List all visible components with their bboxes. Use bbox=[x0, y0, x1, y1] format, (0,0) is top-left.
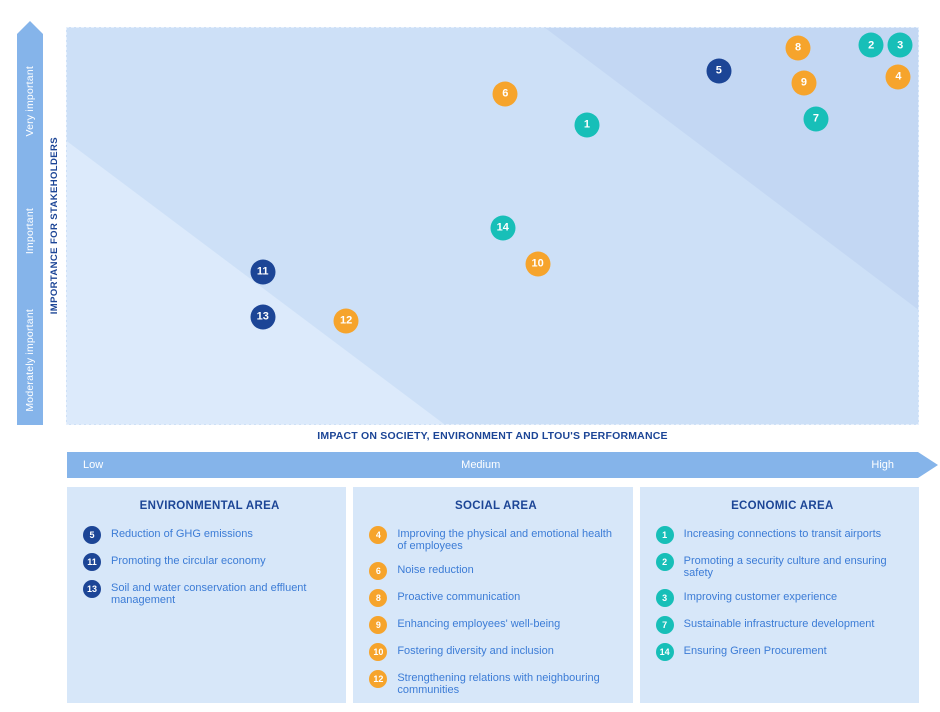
legend-badge-2: 2 bbox=[655, 553, 674, 571]
impact-level-medium: Medium bbox=[461, 459, 501, 471]
legend-item-12: 12 Strengthening relations with neighbour… bbox=[369, 669, 622, 697]
legend-item-11: 11 Promoting the circular economy bbox=[83, 552, 336, 571]
legend-badge-6: 6 bbox=[369, 561, 388, 580]
legend-badge-8: 8 bbox=[369, 588, 388, 607]
impact-level-low: Low bbox=[83, 459, 104, 471]
matrix-point-1: 1 bbox=[574, 112, 600, 138]
impact-level-high: High bbox=[871, 459, 894, 471]
legend-badge-14: 14 bbox=[655, 642, 674, 661]
matrix-point-3: 3 bbox=[887, 32, 913, 58]
legend-item-4: 4 Improving the physical and emotional he… bbox=[369, 525, 622, 553]
legend-badge-10: 10 bbox=[369, 642, 388, 661]
legend-item-3: 3 Improving customer experience bbox=[655, 588, 909, 607]
matrix-point-8: 8 bbox=[785, 35, 811, 61]
legend-title-environmental: ENVIRONMENTAL AREA bbox=[139, 500, 280, 512]
matrix-point-10: 10 bbox=[525, 251, 551, 277]
importance-level-very-important: Very important bbox=[17, 37, 43, 166]
legend-box-social: SOCIAL AREA 4 Improving the physical and … bbox=[353, 487, 633, 703]
legend-item-label: Soil and water conservation and effluent… bbox=[111, 582, 307, 607]
legend-item-label: Promoting the circular economy bbox=[111, 555, 266, 567]
legend-badge-12: 12 bbox=[369, 669, 388, 688]
importance-level-label: Important bbox=[24, 207, 36, 255]
legend-badge-9: 9 bbox=[369, 615, 388, 634]
legend-item-label: Ensuring Green Procurement bbox=[683, 644, 827, 657]
matrix-point-9: 9 bbox=[791, 70, 817, 96]
legend-badge-3: 3 bbox=[655, 588, 674, 607]
importance-level-moderately-important: Moderately important bbox=[17, 296, 43, 425]
matrix-point-4: 4 bbox=[885, 64, 911, 90]
legend-badge-5: 5 bbox=[83, 526, 101, 544]
legend-item-label: Strengthening relations with neighbourin… bbox=[397, 671, 600, 696]
legend-item-8: 8 Proactive communication bbox=[369, 588, 622, 607]
matrix-point-12: 12 bbox=[333, 308, 359, 334]
legend-box-environmental: ENVIRONMENTAL AREA 5 Reduction of GHG emi… bbox=[67, 487, 347, 703]
matrix-point-14: 14 bbox=[490, 215, 516, 241]
legend-badge-7: 7 bbox=[655, 615, 674, 634]
legend-items-environmental: 5 Reduction of GHG emissions 11 Promoting t… bbox=[83, 525, 336, 607]
legend-badge-1: 1 bbox=[655, 526, 674, 544]
impact-axis-bar: Low Medium High bbox=[67, 452, 938, 478]
legend-item-label: Improving customer experience bbox=[683, 590, 838, 603]
legend-item-label: Reduction of GHG emissions bbox=[111, 528, 253, 540]
legend-item-9: 9 Enhancing employees' well-being bbox=[369, 615, 622, 634]
x-axis-title: IMPACT ON SOCIETY, ENVIRONMENT AND LTOU'… bbox=[317, 430, 668, 442]
legend-item-13: 13 Soil and water conservation and efflue… bbox=[83, 579, 336, 607]
matrix-point-2: 2 bbox=[858, 32, 884, 58]
matrix-point-11: 11 bbox=[250, 259, 276, 285]
legend-item-7: 7 Sustainable infrastructure development bbox=[655, 615, 909, 634]
matrix-point-5: 5 bbox=[706, 58, 732, 84]
legend-items-economic: 1 Increasing connections to transit airpo… bbox=[655, 525, 909, 661]
legend-item-label: Promoting a security culture and ensurin… bbox=[683, 555, 887, 580]
materiality-matrix-plot: 1 2 3 4 5 6 7 8 9 10 11 12 13 14 bbox=[66, 27, 919, 425]
importance-level-label: Moderately important bbox=[24, 309, 36, 412]
legend-row: ENVIRONMENTAL AREA 5 Reduction of GHG emi… bbox=[67, 487, 919, 703]
legend-item-label: Enhancing employees' well-being bbox=[397, 617, 561, 630]
importance-axis-bar: Very important Important Moderately impo… bbox=[17, 21, 43, 425]
legend-item-10: 10 Fostering diversity and inclusion bbox=[369, 642, 622, 661]
legend-items-social: 4 Improving the physical and emotional he… bbox=[369, 525, 622, 696]
legend-item-14: 14 Ensuring Green Procurement bbox=[655, 642, 909, 661]
legend-item-6: 6 Noise reduction bbox=[369, 561, 622, 580]
matrix-point-7: 7 bbox=[803, 106, 829, 132]
legend-item-label: Proactive communication bbox=[397, 590, 521, 603]
legend-box-economic: ECONOMIC AREA 1 Increasing connections to… bbox=[639, 487, 919, 703]
legend-item-1: 1 Increasing connections to transit airpo… bbox=[655, 525, 909, 544]
legend-badge-4: 4 bbox=[369, 526, 388, 544]
importance-level-label: Very important bbox=[24, 66, 36, 137]
legend-item-5: 5 Reduction of GHG emissions bbox=[83, 525, 336, 544]
matrix-point-13: 13 bbox=[250, 304, 276, 330]
matrix-point-6: 6 bbox=[492, 81, 518, 107]
legend-title-social: SOCIAL AREA bbox=[455, 500, 537, 512]
y-axis-title: IMPORTANCE FOR STAKEHOLDERS bbox=[48, 137, 60, 315]
legend-item-label: Noise reduction bbox=[397, 563, 474, 576]
legend-title-economic: ECONOMIC AREA bbox=[731, 500, 834, 512]
legend-badge-11: 11 bbox=[83, 553, 101, 571]
importance-level-important: Important bbox=[17, 166, 43, 295]
legend-item-label: Increasing connections to transit airpor… bbox=[683, 528, 882, 540]
legend-item-label: Improving the physical and emotional hea… bbox=[397, 528, 612, 553]
legend-badge-13: 13 bbox=[83, 580, 101, 598]
legend-item-label: Fostering diversity and inclusion bbox=[397, 644, 554, 657]
legend-item-2: 2 Promoting a security culture and ensuri… bbox=[655, 552, 909, 580]
legend-item-label: Sustainable infrastructure development bbox=[683, 617, 875, 630]
